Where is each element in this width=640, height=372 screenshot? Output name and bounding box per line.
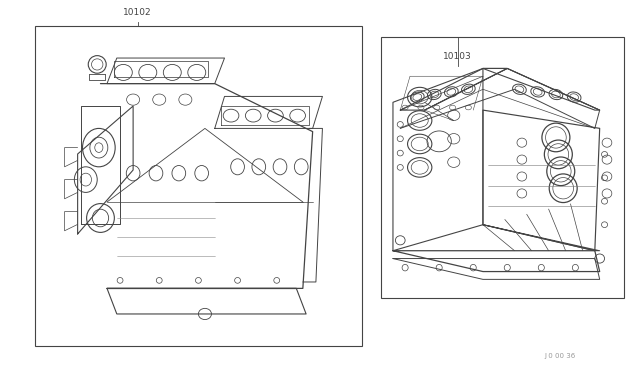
Text: 10102: 10102 [124, 8, 152, 17]
Bar [381, 37, 624, 298]
Text: J 0 00 36: J 0 00 36 [545, 353, 575, 359]
Bar [35, 26, 362, 346]
Text: 10103: 10103 [444, 52, 472, 61]
